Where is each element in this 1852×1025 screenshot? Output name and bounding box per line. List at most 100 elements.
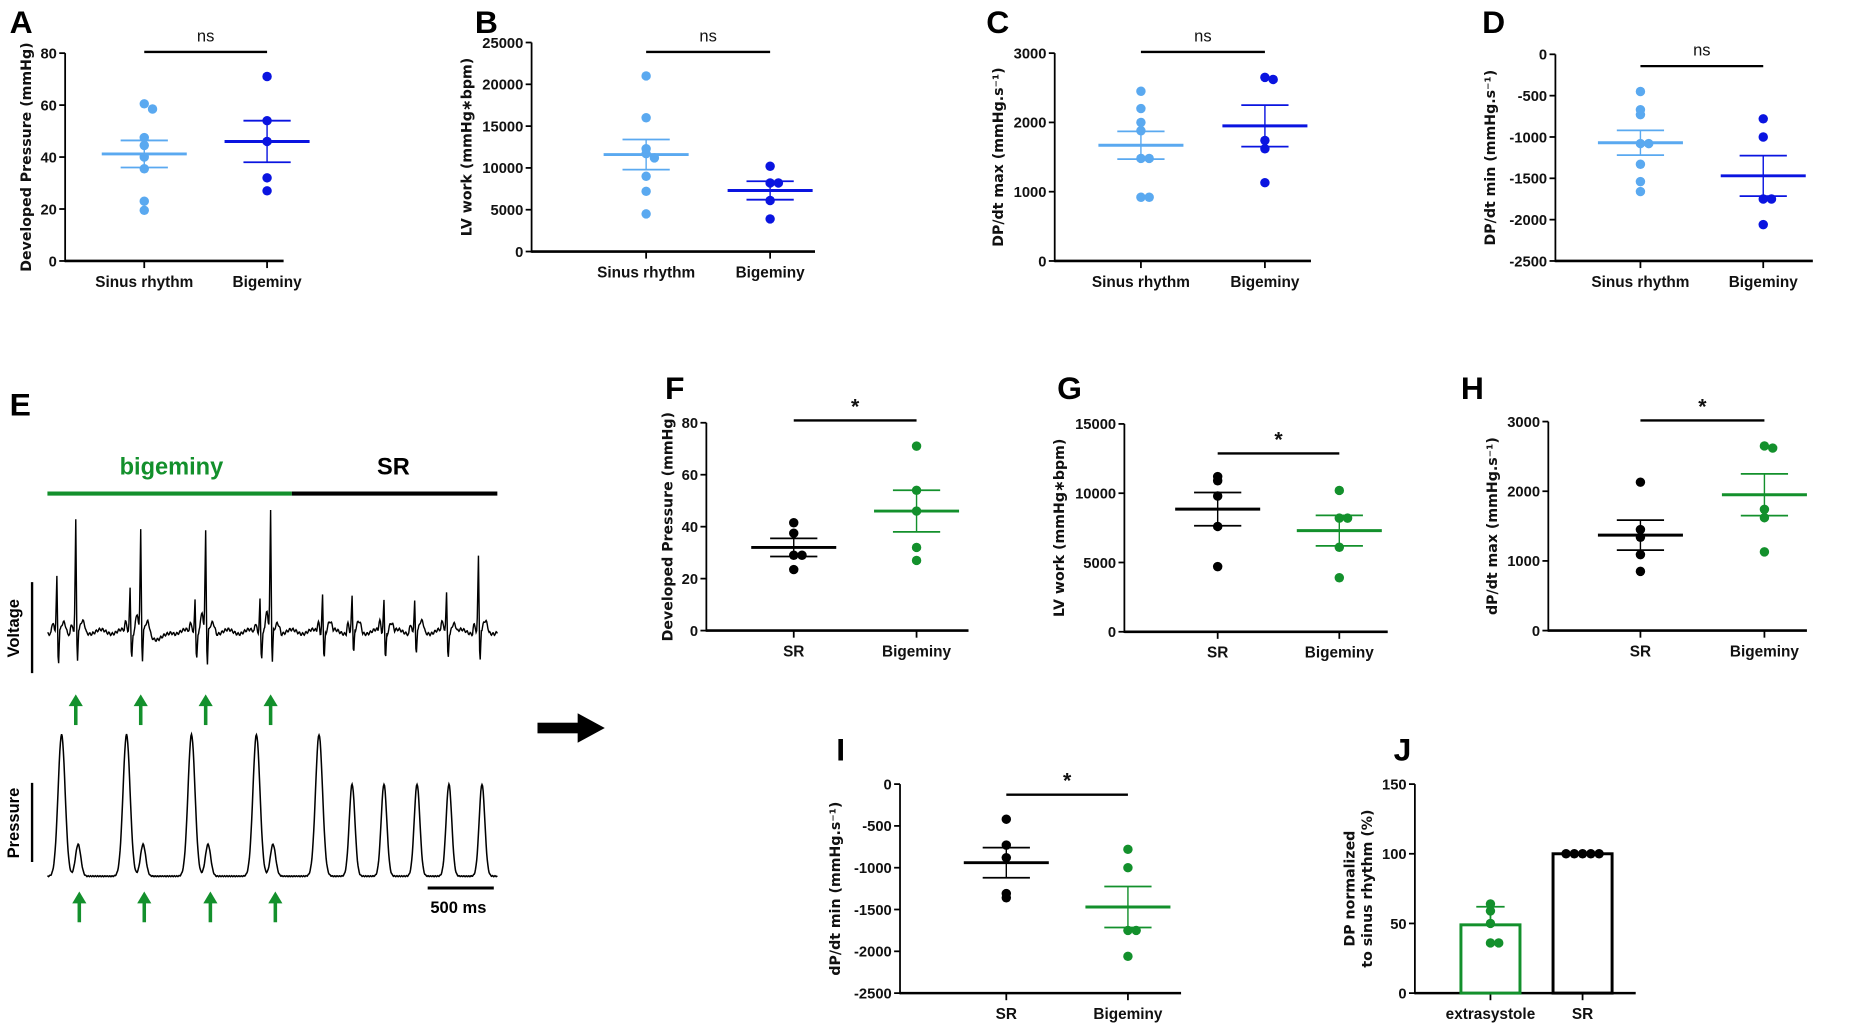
data-point [1485, 918, 1496, 929]
data-point [139, 164, 149, 174]
panel-h: H 0 1000 2000 3000 SR Bigeminy dP/dt max (mmHg.… [1461, 370, 1807, 661]
data-point [789, 528, 799, 538]
data-point [1136, 86, 1146, 96]
significance-label: ns [197, 26, 214, 45]
x-tick-label: Bigeminy [1729, 274, 1799, 291]
extrasystole-arrow-icon [263, 694, 278, 726]
series-bigeminy [1720, 114, 1806, 230]
series-bigeminy [727, 161, 813, 224]
data-point [773, 178, 784, 188]
data-point [1123, 862, 1133, 873]
y-tick-label: 20 [682, 572, 698, 588]
data-point [262, 186, 272, 196]
y-tick-label: 0 [49, 254, 57, 270]
x-tick-label: SR [783, 644, 804, 661]
y-tick-label: 20000 [482, 78, 523, 94]
y-axis-label: DP/dt min (mmHg.s⁻¹) [1483, 70, 1499, 246]
data-point [1635, 186, 1646, 197]
extrasystole-arrow-icon [137, 891, 152, 923]
panel-label-j: J [1394, 731, 1412, 767]
data-point [1136, 117, 1146, 128]
panel-d: D -2500 -2000 -1500 -1000 -500 0 Sinus rhythm Bi… [1482, 4, 1813, 291]
data-point [1561, 849, 1571, 859]
panel-label-e: E [10, 387, 31, 423]
y-tick-label: 0 [1038, 254, 1046, 270]
y-tick-label: 25000 [482, 36, 523, 52]
y-tick-label: 0 [1108, 625, 1116, 641]
series-sr [1175, 471, 1261, 572]
panel-label-i: I [836, 731, 845, 767]
y-tick-label: 0 [1532, 624, 1540, 640]
bar [1459, 923, 1522, 995]
x-tick-label: SR [1630, 644, 1651, 661]
y-tick-label: 40 [40, 150, 56, 166]
data-point [1577, 849, 1588, 859]
y-tick-label: 0 [690, 624, 698, 640]
data-point [1123, 844, 1133, 855]
panel-label-g: G [1057, 370, 1082, 406]
extrasystole-arrow-icon [268, 891, 283, 923]
extrasystole-arrow-icon [133, 694, 148, 726]
data-point [1586, 849, 1596, 859]
series-sr [1597, 477, 1683, 577]
data-point [797, 550, 807, 560]
y-tick-label: -1000 [854, 861, 892, 877]
y-tick-label: -500 [862, 819, 892, 835]
data-point [641, 113, 651, 123]
data-point [1635, 159, 1646, 169]
y-tick-label: 0 [515, 245, 523, 261]
significance-label: ns [699, 26, 716, 45]
y-tick-label: -1500 [1509, 172, 1547, 188]
y-tick-label: 15000 [1075, 417, 1116, 433]
panel-label-b: B [475, 4, 498, 40]
x-tick-label: Sinus rhythm [1092, 274, 1190, 291]
y-tick-label: -2500 [854, 986, 892, 1002]
data-point [1334, 542, 1345, 552]
y-tick-label: 15000 [482, 119, 523, 135]
y-tick-label: 10000 [1075, 487, 1116, 503]
y-tick-label: 5000 [490, 203, 523, 219]
significance-label: * [1698, 394, 1707, 418]
data-point [1635, 549, 1646, 560]
data-point [1758, 132, 1768, 142]
data-point [262, 173, 272, 183]
panel-a: A 0 20 40 60 80 Sinus rhythm Bigeminy Developed … [10, 4, 310, 291]
data-point [1758, 219, 1768, 230]
y-tick-label: 20 [40, 202, 56, 218]
y-tick-label: 80 [40, 46, 56, 62]
extrasystole-arrow-icon [203, 891, 218, 923]
series-sinus-rhythm [1098, 86, 1184, 202]
y-tick-label: 2000 [1507, 485, 1540, 501]
x-tick-label: Bigeminy [1230, 274, 1300, 291]
data-point [1260, 72, 1270, 83]
panel-b: B 0 5000 10000 15000 20000 25000 Sinus rhythm Bi… [459, 4, 815, 282]
y-axis-label-line2: to sinus rhythm (%) [1360, 810, 1376, 968]
panel-label-c: C [986, 4, 1009, 40]
data-point [1569, 849, 1580, 859]
series-sr [751, 518, 837, 575]
x-tick-label: Bigeminy [1093, 1006, 1163, 1023]
panel-label-h: H [1461, 370, 1484, 406]
data-point [1001, 893, 1012, 903]
y-tick-label: 5000 [1083, 556, 1116, 572]
series-sr [963, 814, 1049, 903]
series-sinus-rhythm [1597, 86, 1683, 197]
data-point [641, 209, 651, 219]
y-tick-label: 0 [884, 777, 892, 793]
data-point [1144, 192, 1154, 202]
series-bigeminy [1222, 72, 1308, 188]
y-axis-label: DP/dt max (mmHg.s⁻¹) [991, 67, 1007, 246]
y-tick-label: 10000 [482, 161, 523, 177]
data-point [1334, 573, 1345, 583]
x-tick-label: Bigeminy [736, 265, 806, 282]
x-tick-label: SR [996, 1006, 1017, 1023]
voltage-trace [47, 510, 498, 665]
y-axis-label: dP/dt max (mmHg.s⁻¹) [1485, 437, 1501, 615]
data-point [911, 441, 922, 451]
y-axis-label: Developed Pressure (mmHg) [660, 412, 676, 641]
series-bigeminy [1296, 485, 1382, 583]
data-point [1635, 86, 1646, 97]
data-point [1123, 951, 1133, 962]
x-tick-label: Sinus rhythm [95, 274, 193, 291]
data-point [1758, 114, 1768, 124]
